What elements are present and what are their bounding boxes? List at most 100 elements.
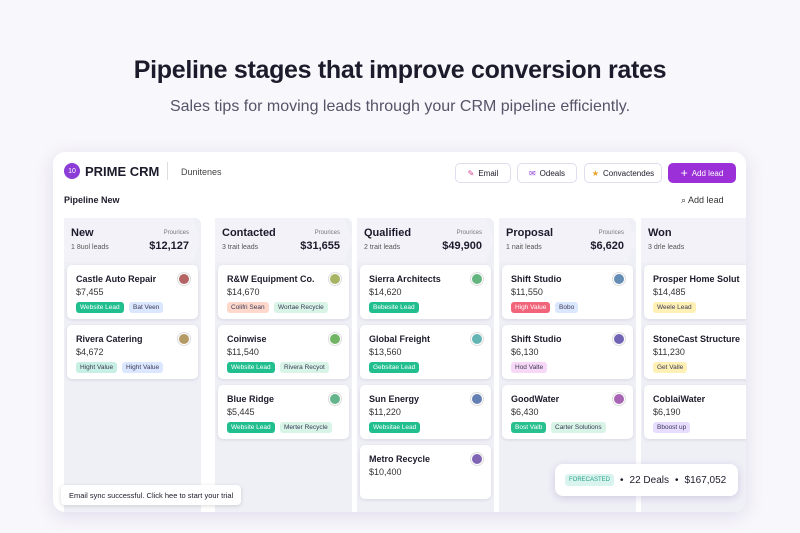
lead-name: R&W Equipment Co. <box>227 274 315 284</box>
column-header: Won 3 drle leads <box>641 218 746 262</box>
lead-card[interactable]: Metro Recycle $10,400 <box>360 445 491 499</box>
tag: Rivera Recyot <box>280 362 329 373</box>
avatar <box>471 393 483 405</box>
lead-card[interactable]: CoblaiWater $6,190 Bboost up <box>644 385 746 439</box>
lead-card[interactable]: Prosper Home Solut $14,485 Weele Lead <box>644 265 746 319</box>
lead-card[interactable]: StoneCast Structure $11,230 Get Valle <box>644 325 746 379</box>
column-count: 2 trait leads <box>364 244 401 251</box>
avatar <box>471 453 483 465</box>
lead-name: Shift Studio <box>511 334 562 344</box>
avatar <box>471 273 483 285</box>
deals-button[interactable]: ✉ Odeals <box>517 163 577 183</box>
lead-card[interactable]: Castle Auto Repair $7,455 Website Lead Bat … <box>67 265 198 319</box>
column-total-label: Prourices <box>456 230 482 236</box>
lead-card[interactable]: Shift Studio $6,130 Hod Valte <box>502 325 633 379</box>
tag: Bost Valb <box>511 422 547 433</box>
tag: Bebesite Lead <box>369 302 419 313</box>
label: Convactendes <box>603 168 655 178</box>
lead-card[interactable]: R&W Equipment Co. $14,670 Colifri Sean Wort… <box>218 265 349 319</box>
column-header: Qualified 2 trait leads Prourices $49,900 <box>357 218 494 262</box>
label: Email <box>478 168 499 178</box>
tag: High Value <box>511 302 551 313</box>
lead-card[interactable]: Sierra Architects $14,620 Bebesite Lead <box>360 265 491 319</box>
title: Pipeline stages that improve conversion … <box>133 56 667 84</box>
lead-card[interactable]: GoodWater $6,430 Bost Valb Carter Solutions <box>502 385 633 439</box>
tag: Hight Value <box>122 362 164 373</box>
lead-name: Metro Recycle <box>369 454 431 464</box>
tag: Bobo <box>555 302 579 313</box>
tag: Colifri Sean <box>227 302 269 313</box>
toast[interactable]: Email sync successful. Click hee to star… <box>61 485 242 505</box>
lead-name: Coinwise <box>227 334 267 344</box>
workspace[interactable]: Dunitenes <box>181 167 222 177</box>
tag: Websitae Lead <box>369 422 421 433</box>
tag: Bboost up <box>653 422 691 433</box>
column-total: $12,127 <box>149 240 189 252</box>
avatar <box>178 333 190 345</box>
lead-amount: $14,670 <box>227 287 260 297</box>
lead-card[interactable]: Shift Studio $11,550 High Value Bobo <box>502 265 633 319</box>
lead-amount: $10,400 <box>369 467 402 477</box>
lead-card[interactable]: Global Freight $13,560 Gebsitae Lead <box>360 325 491 379</box>
tag: Hight Value <box>76 362 118 373</box>
brand: PRIME CRM <box>85 164 160 179</box>
lead-name: Blue Ridge <box>227 394 275 404</box>
column-total-label: Prourices <box>598 230 624 236</box>
lead-name: StoneCast Structure <box>653 334 741 344</box>
sep: • <box>620 474 624 486</box>
lead-name: Rivera Catering <box>76 334 143 344</box>
column-count: 1 8uol leads <box>71 244 109 251</box>
column-name: Won <box>648 227 672 239</box>
board: New 1 8uol leads Prourices $12,127 Castle Au… <box>53 152 746 512</box>
lead-card[interactable]: Blue Ridge $5,445 Website Lead Merter Recyc… <box>218 385 349 439</box>
lead-name: Castle Auto Repair <box>76 274 157 284</box>
lead-name: CoblaiWater <box>653 394 706 404</box>
lead-amount: $14,620 <box>369 287 402 297</box>
column-total: $49,900 <box>442 240 482 252</box>
label: Odeals <box>539 168 566 178</box>
column-total-label: Prourices <box>163 230 189 236</box>
lead-card[interactable]: Coinwise $11,540 Website Lead Rivera Recyot <box>218 325 349 379</box>
lead-amount: $4,672 <box>76 347 104 357</box>
label: Add lead <box>688 195 724 205</box>
column-total: $31,655 <box>300 240 340 252</box>
email-button[interactable]: ✎ Email <box>455 163 511 183</box>
column-name: New <box>71 227 94 239</box>
subtitle: Sales tips for moving leads through your… <box>169 98 631 115</box>
tag: Wortae Recycle <box>274 302 328 313</box>
add-lead-button[interactable]: + Add lead <box>668 163 736 183</box>
lead-amount: $7,455 <box>76 287 104 297</box>
column-header: Proposal 1 nait leads Prourices $6,620 <box>499 218 636 262</box>
pipeline-label: Pipeline New <box>64 195 120 205</box>
icon: + <box>680 166 688 180</box>
column-total: $6,620 <box>590 240 624 252</box>
forecast: FORECASTED • 22 Deals • $167,052 <box>555 464 738 496</box>
icon: ✎ <box>467 168 475 178</box>
lead-amount: $11,550 <box>511 287 543 297</box>
icon: ⌕ <box>681 195 689 205</box>
tag: Gebsitae Lead <box>369 362 420 373</box>
avatar <box>613 333 625 345</box>
lead-name: Sierra Architects <box>369 274 441 284</box>
column-count: 1 nait leads <box>506 244 542 251</box>
lead-amount: $6,190 <box>653 407 681 417</box>
lead-card[interactable]: Rivera Catering $4,672 Hight Value Hight Va… <box>67 325 198 379</box>
tag: Get Valle <box>653 362 688 373</box>
tag: Bat Veen <box>129 302 164 313</box>
lead-name: GoodWater <box>511 394 560 404</box>
lead-card[interactable]: Sun Energy $11,220 Websitae Lead <box>360 385 491 439</box>
lead-amount: $11,230 <box>653 347 685 357</box>
column-count: 3 drle leads <box>648 244 685 251</box>
column-count: 3 trait leads <box>222 244 259 251</box>
contacts-button[interactable]: ★ Convactendes <box>584 163 662 183</box>
add-lead-link[interactable]: ⌕ Add lead <box>681 195 724 206</box>
column-header: New 1 8uol leads Prourices $12,127 <box>64 218 201 262</box>
forecast-label: FORECASTED <box>565 474 615 486</box>
lead-amount: $11,220 <box>369 407 401 417</box>
column-name: Contacted <box>222 227 276 239</box>
tag: Weele Lead <box>653 302 696 313</box>
tag: Website Lead <box>227 362 275 373</box>
forecast-deals: 22 Deals <box>629 474 669 486</box>
lead-name: Global Freight <box>369 334 431 344</box>
